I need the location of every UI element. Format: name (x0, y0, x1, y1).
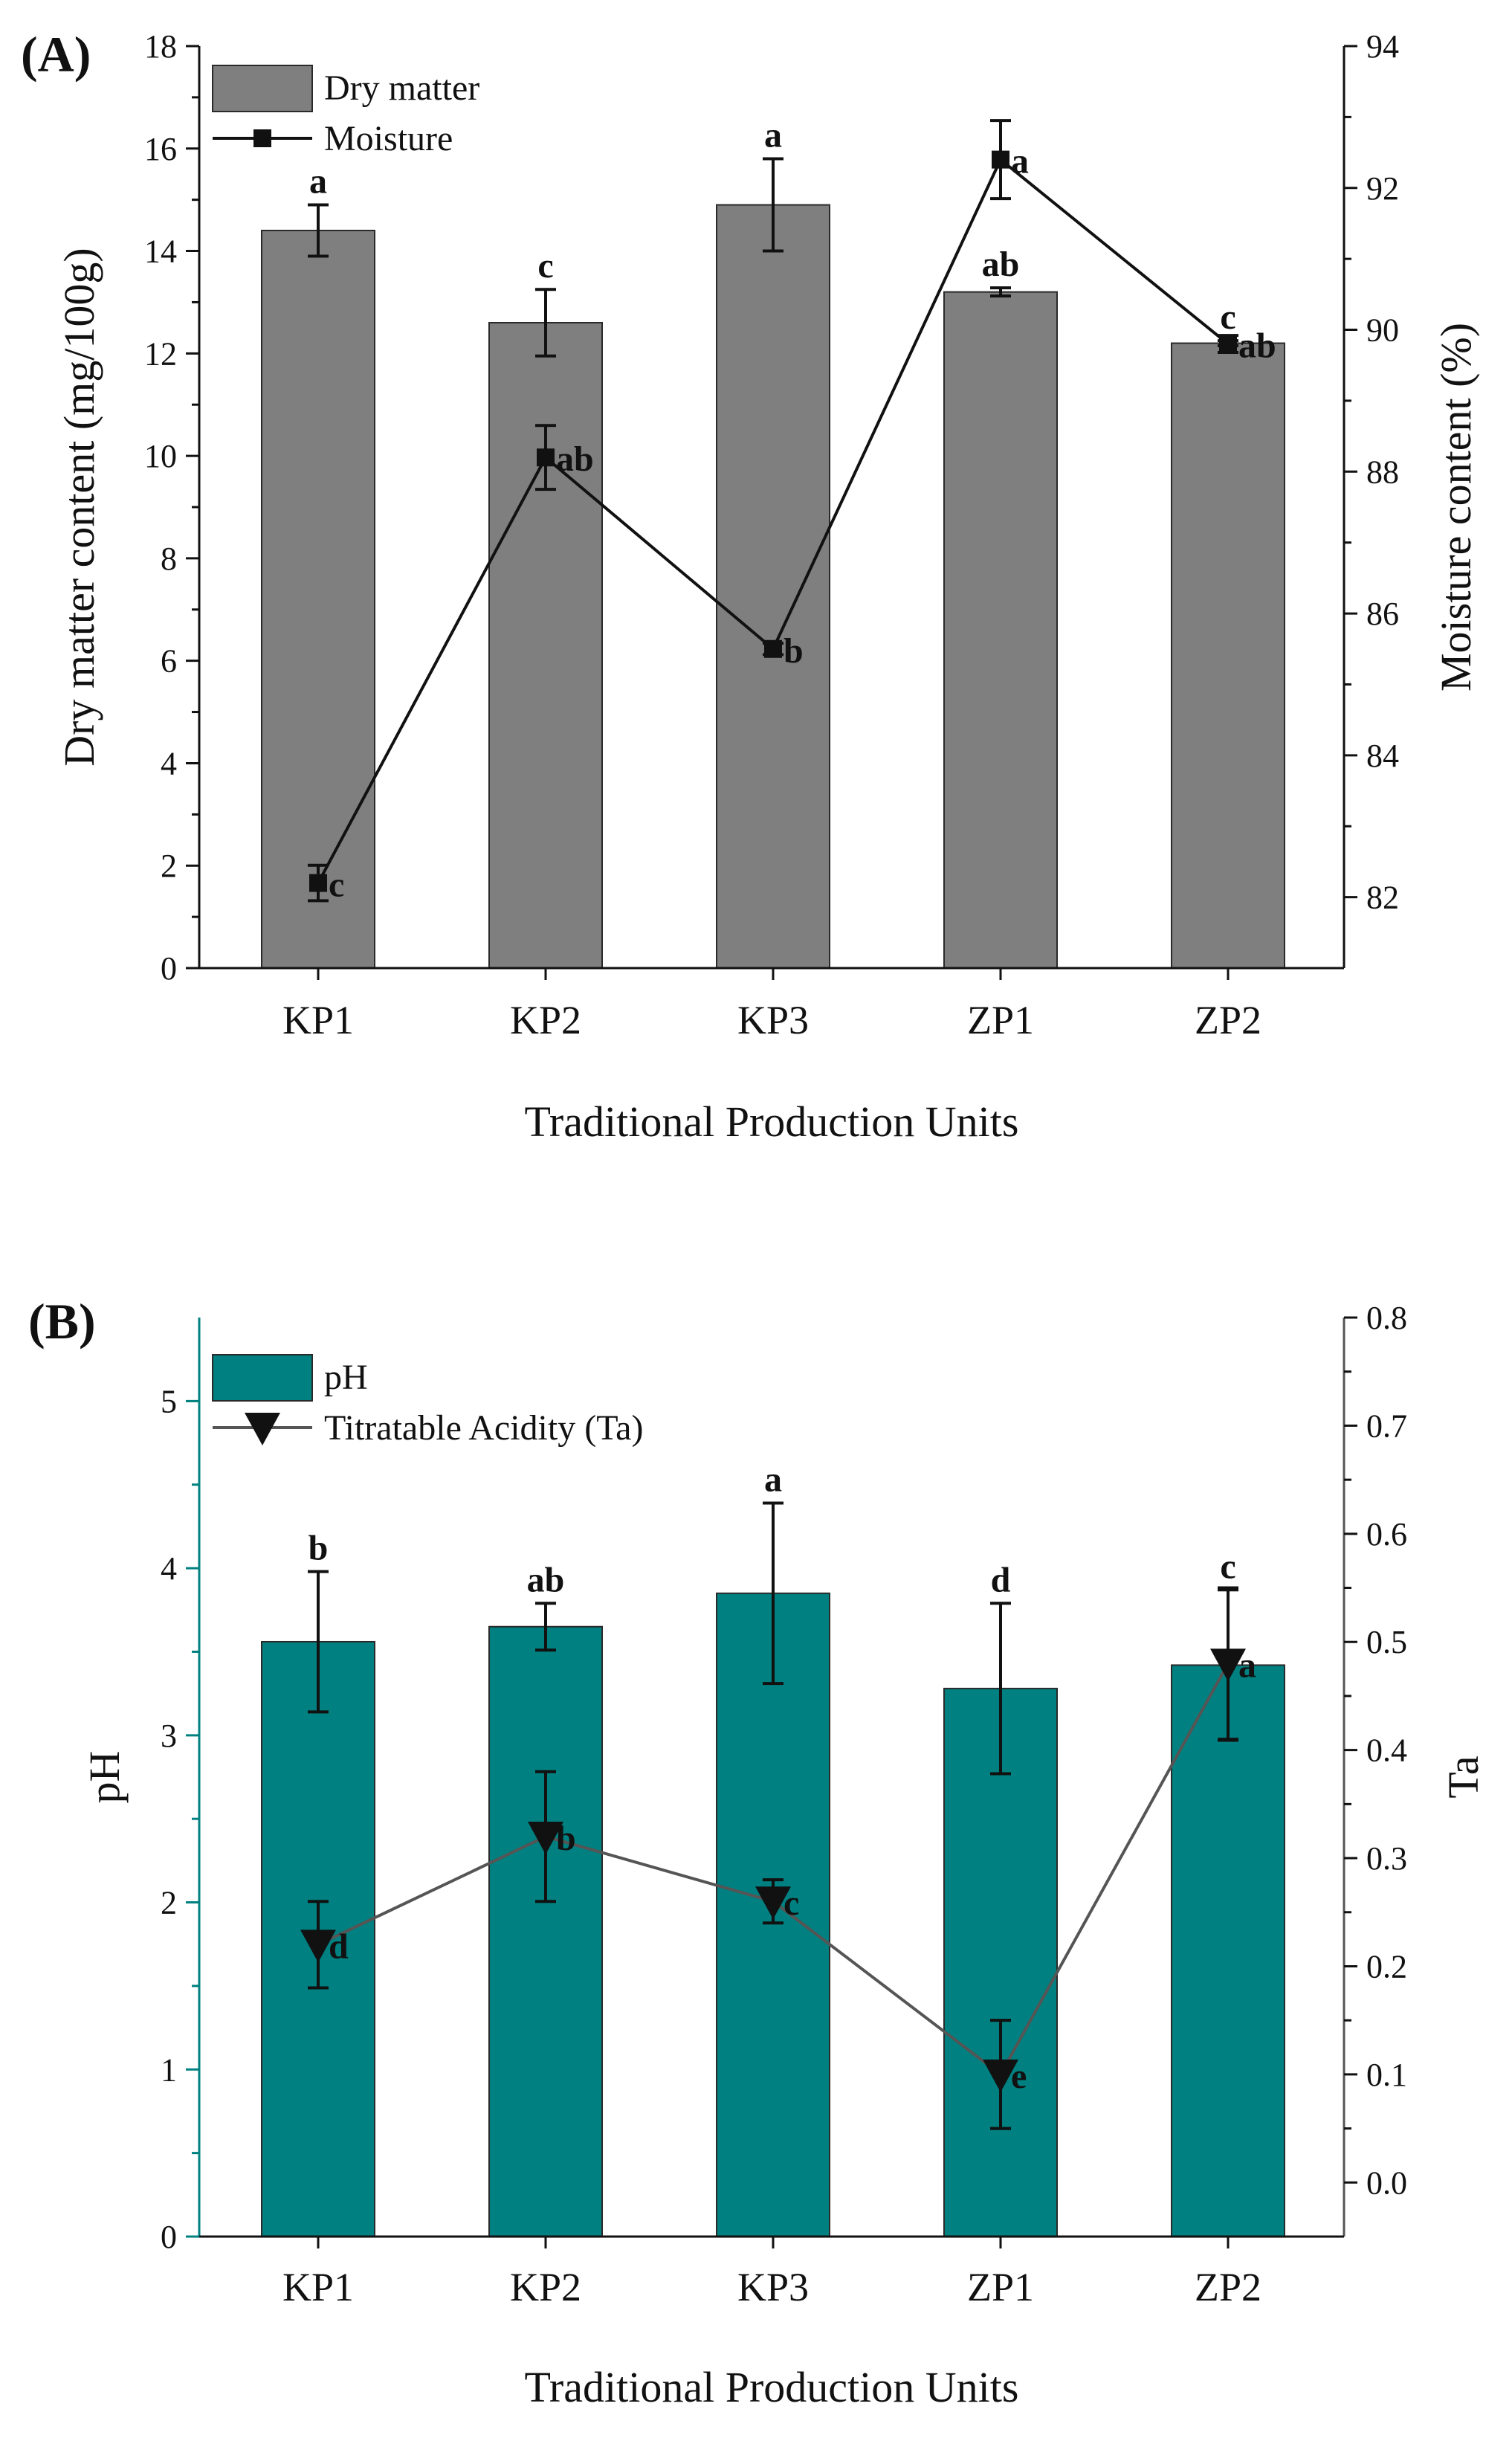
legend-label: Moisture (324, 119, 453, 158)
legend-label: Dry matter (324, 68, 479, 108)
y-tick-label-left: 0 (161, 2219, 177, 2255)
bar-ZP1 (943, 291, 1058, 969)
y-tick-label-right: 90 (1366, 312, 1399, 349)
y-tick-label-right: 0.0 (1366, 2164, 1407, 2201)
bar-sig-label: a (309, 162, 327, 202)
bar-ZP2 (1171, 342, 1285, 969)
y-tick-label-right: 0.7 (1366, 1408, 1407, 1444)
y-tick-label-right: 0.2 (1366, 1948, 1407, 1985)
bar-sig-label: d (991, 1560, 1011, 1599)
y-axis-title-right: Moisture content (%) (1432, 323, 1480, 691)
line-sig-label: b (556, 1819, 576, 1858)
panel-b: (B) b ab a d c d b c e a 0 1 2 3 4 5 0.0 0.1 0.2 0.3 0.4 0.5 0.… (28, 1293, 1487, 2411)
y-tick-label-right: 0.3 (1366, 1840, 1407, 1877)
x-tick-label: KP2 (510, 998, 581, 1042)
y-tick-label-left: 5 (161, 1383, 177, 1419)
line-sig-label: a (1238, 1645, 1256, 1685)
bar-sig-label: ab (982, 245, 1020, 284)
y-tick-label-right: 86 (1366, 596, 1399, 632)
y-axis-title-left: pH (80, 1751, 129, 1804)
line-sig-label: b (784, 631, 804, 671)
y-tick-label-right: 84 (1366, 738, 1399, 774)
bar-KP2 (488, 322, 603, 969)
line-sig-label: e (1011, 2057, 1027, 2096)
y-tick-label-left: 6 (161, 643, 177, 680)
y-tick-label-left: 2 (161, 848, 177, 884)
legend-label: pH (324, 1358, 368, 1397)
y-tick-label-left: 0 (161, 950, 177, 987)
legend-bar-swatch (212, 65, 313, 112)
x-tick-label: KP2 (510, 2265, 581, 2309)
y-tick-label-right: 0.8 (1366, 1300, 1407, 1336)
y-tick-label-right: 88 (1366, 454, 1399, 490)
y-tick-label-right: 0.4 (1366, 1732, 1407, 1769)
line-point-ZP2 (1210, 1648, 1246, 1682)
y-axis-title-left: Dry matter content (mg/100g) (55, 248, 103, 766)
bar-sig-label: a (764, 1460, 782, 1499)
line-sig-label: a (1011, 142, 1029, 181)
y-tick-label-right: 92 (1366, 170, 1399, 207)
x-tick-label: KP3 (737, 2265, 809, 2309)
legend-marker (253, 129, 271, 147)
y-tick-label-left: 4 (161, 745, 177, 781)
y-tick-label-left: 2 (161, 1885, 177, 1921)
y-tick-label-left: 14 (144, 233, 177, 270)
bar-KP3 (716, 204, 830, 969)
line-sig-label: ab (556, 439, 594, 479)
x-axis-title: Traditional Production Units (525, 2363, 1019, 2411)
line-sig-label: c (329, 865, 344, 905)
bar-KP1 (261, 230, 375, 969)
panel-a: (A)acaabccabbaab024681012141618828486889… (21, 26, 1480, 1146)
y-tick-label-left: 10 (144, 438, 177, 474)
y-tick-label-left: 1 (161, 2051, 177, 2088)
bar-sig-label: c (1220, 1547, 1235, 1586)
line-point-ZP1 (983, 2059, 1018, 2092)
y-tick-label-left: 16 (144, 131, 177, 167)
y-tick-label-right: 94 (1366, 28, 1399, 65)
bar-ZP2 (1171, 1664, 1285, 2237)
bar-sig-label: b (308, 1529, 329, 1568)
y-tick-label-right: 0.6 (1366, 1516, 1407, 1553)
x-tick-label: ZP2 (1195, 2265, 1261, 2309)
line-point-KP2 (537, 448, 555, 467)
x-tick-label: KP1 (282, 2265, 354, 2309)
legend-label: Titratable Acidity (Ta) (324, 1408, 643, 1448)
bar-KP2 (488, 1625, 603, 2237)
line-point-KP3 (764, 639, 782, 658)
line-point-ZP1 (992, 150, 1009, 169)
line-sig-label: ab (1238, 326, 1276, 366)
y-tick-label-right: 82 (1366, 880, 1399, 916)
line-sig-label: c (784, 1883, 799, 1923)
y-axis-title-right: Ta (1439, 1756, 1487, 1798)
bar-sig-label: c (537, 246, 553, 286)
y-tick-label-left: 18 (144, 28, 177, 65)
y-tick-label-left: 8 (161, 541, 177, 577)
y-tick-label-left: 4 (161, 1550, 177, 1587)
panel-label: (A) (21, 26, 91, 83)
x-tick-label: KP3 (737, 998, 809, 1042)
panel-label: (B) (28, 1293, 96, 1350)
y-tick-label-left: 3 (161, 1718, 177, 1754)
y-tick-label-left: 12 (144, 335, 177, 372)
y-tick-label-right: 0.1 (1366, 2057, 1407, 2093)
x-tick-label: ZP2 (1195, 998, 1261, 1042)
x-axis-title: Traditional Production Units (525, 1097, 1019, 1146)
x-tick-label: ZP1 (967, 998, 1034, 1042)
legend-bar-swatch (212, 1354, 313, 1402)
bar-ZP1 (943, 1687, 1058, 2237)
line-point-KP1 (300, 1929, 336, 1963)
y-tick-label-right: 0.5 (1366, 1624, 1407, 1660)
line-point-KP1 (309, 874, 327, 892)
line-point-KP3 (755, 1886, 791, 1920)
x-tick-label: KP1 (282, 998, 354, 1042)
x-tick-label: ZP1 (967, 2265, 1034, 2309)
bar-sig-label: c (1220, 297, 1235, 337)
line-sig-label: d (329, 1927, 349, 1966)
legend-marker (245, 1413, 280, 1445)
line-point-ZP2 (1219, 335, 1237, 353)
bar-sig-label: ab (527, 1560, 565, 1599)
line-point-KP2 (528, 1821, 563, 1854)
bar-sig-label: a (764, 116, 782, 155)
